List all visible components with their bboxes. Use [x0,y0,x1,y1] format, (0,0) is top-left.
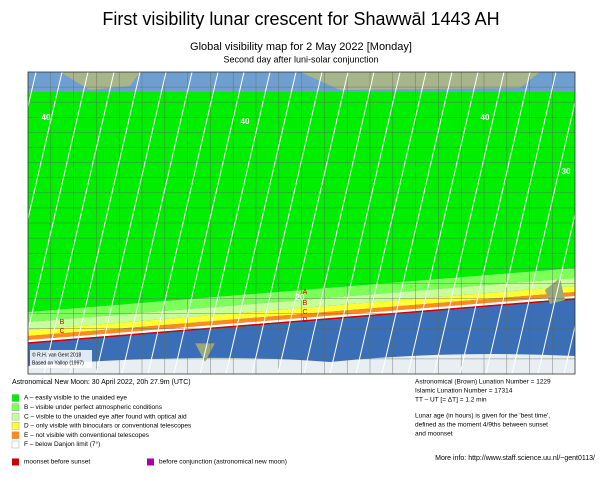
legend-label: F – below Danjon limit (7°) [24,440,100,448]
new-moon: Astronomical New Moon: 30 April 2022, 20… [12,379,191,386]
legend-label: before conjunction (astronomical new moo… [159,459,287,466]
legend-swatch [11,403,20,411]
zone-label: C [59,328,64,335]
age-contour [511,99,575,374]
age-note: Lunar age (in hours) is given for the 'b… [415,413,550,420]
age-label: 40 [481,113,490,122]
subtitle: Global visibility map for 2 May 2022 [Mo… [190,41,412,53]
title: First visibility lunar crescent for Shaw… [102,9,499,29]
legend-swatch [12,458,19,466]
zone-label: B [60,319,65,326]
credit-box [30,350,92,368]
legend-swatch [11,394,20,402]
credit: © R.H. van Gent 2018 [32,351,81,358]
age-label: 40 [42,113,51,122]
age-contour [28,72,89,334]
legend-label: A – easily visible to the unaided eye [24,395,127,402]
legend-swatch [11,431,20,439]
age-label: 30 [562,167,571,176]
age-contour [28,72,63,221]
legend-swatch [11,440,20,449]
age-contour [95,72,167,374]
age-note: and moonset [415,431,453,438]
more-info: More info: http://www.staff.science.uu.n… [435,455,595,462]
age-contour [69,72,141,374]
age-label: 20 [296,293,305,302]
age-contour [355,72,427,374]
land [60,72,540,90]
text-layer: Astronomical New Moon: 30 April 2022, 20… [11,379,595,466]
lunation-info: Astronomical (Brown) Lunation Number = 1… [415,379,551,386]
legend-label: D – only visible with binoculars or conv… [24,423,192,430]
subtitle-note: Second day after luni-solar conjunction [223,54,378,64]
zone-label: B [303,300,308,307]
age-contour [303,72,375,374]
age-contour [590,72,602,374]
age-contour [277,72,349,374]
zone-label: D [302,317,307,324]
credit: Based on Yallop (1997) [32,360,84,366]
lunation-info: Islamic Lunation Number = 17314 [415,388,513,395]
age-contour [199,72,271,374]
legend-label: E – not visible with conventional telesc… [24,432,150,439]
age-contour [0,72,10,374]
age-contour [433,72,505,374]
legend-label: C – visible to the unaided eye after fou… [24,413,187,420]
legend-swatch [11,412,20,421]
legend-label: B – visible under perfect atmospheric co… [24,404,163,411]
age-contour [459,72,531,374]
lunation-info: TT – UT [= ΔT] = 1.2 min [415,397,487,404]
map-frame [27,71,576,375]
legend-swatch [11,422,20,430]
age-contour [147,72,219,374]
age-contour [381,72,453,374]
age-note: defined as the moment 4/9ths between sun… [415,422,548,429]
legend-label: moonset before sunset [24,459,90,466]
age-contour [407,72,479,374]
age-contour [43,72,115,374]
age-contour [537,212,575,374]
age-contour [251,72,323,374]
age-contour [485,72,557,374]
age-label: 40 [241,117,250,126]
age-contour [329,72,401,374]
zone-label: A [303,289,308,296]
age-contour [121,72,193,374]
age-contour [173,72,245,374]
age-contour [225,72,297,374]
zone-label: C [302,309,307,316]
legend-swatch [147,458,154,466]
